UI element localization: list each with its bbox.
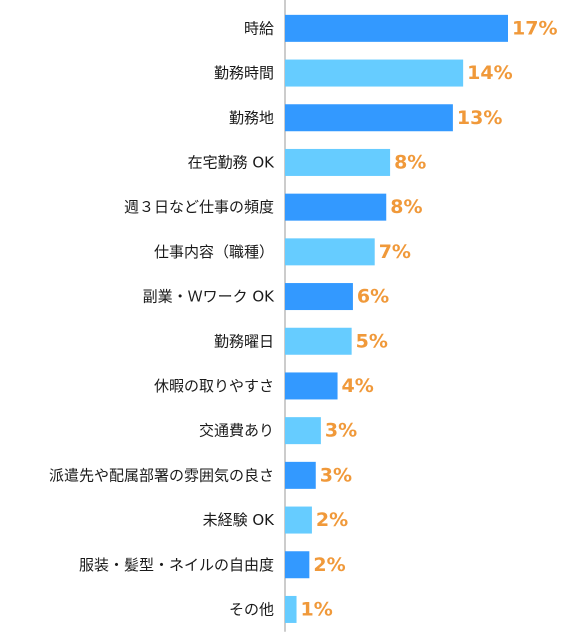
value-label-10: 3% bbox=[320, 464, 352, 486]
value-label-8: 4% bbox=[342, 375, 374, 397]
category-label-10: 派遣先や配属部署の雰囲気の良さ bbox=[49, 466, 274, 484]
value-label-0: 17% bbox=[512, 17, 557, 39]
category-label-2: 勤務地 bbox=[229, 109, 274, 127]
value-label-1: 14% bbox=[467, 62, 512, 84]
bar-5 bbox=[285, 238, 375, 266]
bar-13 bbox=[285, 595, 297, 623]
bar-7 bbox=[285, 327, 352, 355]
value-label-4: 8% bbox=[390, 196, 422, 218]
category-label-8: 休暇の取りやすさ bbox=[154, 377, 274, 395]
bar-10 bbox=[285, 461, 316, 489]
value-label-9: 3% bbox=[325, 420, 357, 442]
value-label-7: 5% bbox=[356, 330, 388, 352]
category-label-5: 仕事内容（職種） bbox=[154, 243, 274, 261]
bar-8 bbox=[285, 372, 338, 400]
bar-1 bbox=[285, 59, 464, 87]
bar-0 bbox=[285, 14, 508, 42]
category-label-7: 勤務曜日 bbox=[214, 332, 274, 350]
category-label-0: 時給 bbox=[244, 19, 274, 37]
value-label-11: 2% bbox=[316, 509, 348, 531]
bar-2 bbox=[285, 104, 453, 132]
value-label-12: 2% bbox=[313, 554, 345, 576]
category-label-12: 服装・髪型・ネイルの自由度 bbox=[79, 556, 274, 574]
bar-9 bbox=[285, 417, 321, 445]
value-label-13: 1% bbox=[301, 598, 333, 620]
category-label-4: 週３日など仕事の頻度 bbox=[124, 198, 274, 216]
bar-11 bbox=[285, 506, 312, 534]
category-label-6: 副業・Ｗワーク OK bbox=[143, 288, 276, 306]
category-label-3: 在宅勤務 OK bbox=[188, 153, 276, 171]
value-label-3: 8% bbox=[394, 151, 426, 173]
category-label-9: 交通費あり bbox=[199, 422, 274, 440]
value-label-5: 7% bbox=[379, 241, 411, 263]
bar-6 bbox=[285, 283, 353, 311]
value-label-2: 13% bbox=[457, 107, 502, 129]
category-label-1: 勤務時間 bbox=[214, 64, 274, 82]
bar-12 bbox=[285, 551, 310, 579]
bar-4 bbox=[285, 193, 387, 221]
category-label-11: 未経験 OK bbox=[203, 511, 276, 529]
value-label-6: 6% bbox=[357, 286, 389, 308]
bar-3 bbox=[285, 148, 391, 176]
category-label-13: その他 bbox=[229, 600, 274, 618]
